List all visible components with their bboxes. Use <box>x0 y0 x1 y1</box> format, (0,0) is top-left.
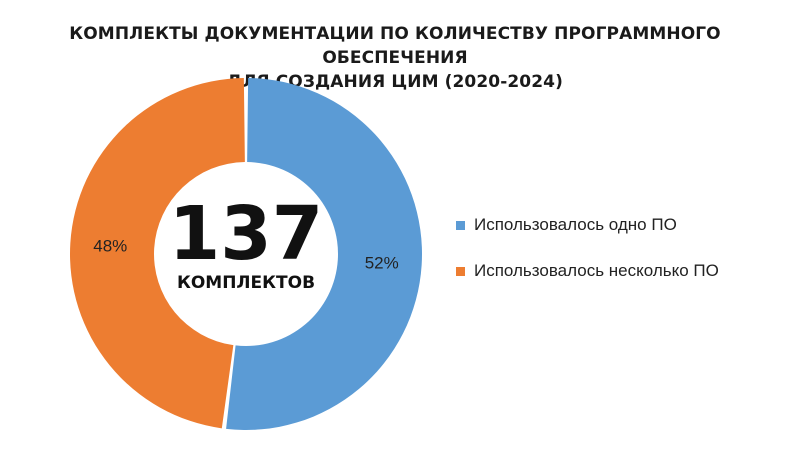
legend-swatch-multiple-software <box>456 266 465 276</box>
chart-title-line-1: КОМПЛЕКТЫ ДОКУМЕНТАЦИИ ПО КОЛИЧЕСТВУ ПРО… <box>69 24 721 68</box>
center-total-value: 137 <box>169 191 323 277</box>
legend-label-multiple-software: Использовалось несколько ПО <box>474 261 719 280</box>
donut-slice-1 <box>226 78 422 431</box>
legend-swatch-single-software <box>456 220 465 230</box>
donut-slices <box>70 78 422 431</box>
legend-item-multiple-software: Использовалось несколько ПО <box>456 260 719 282</box>
legend-item-single-software: Использовалось одно ПО <box>456 214 719 236</box>
slice-labels: 52% 48% <box>93 236 398 272</box>
slice-label-1: 52% <box>365 254 399 273</box>
center-total-label: КОМПЛЕКТОВ <box>177 273 315 293</box>
chart-title: КОМПЛЕКТЫ ДОКУМЕНТАЦИИ ПО КОЛИЧЕСТВУ ПРО… <box>0 22 790 94</box>
chart-legend: Использовалось одно ПО Использовалось не… <box>456 214 719 306</box>
chart-title-line-2: ДЛЯ СОЗДАНИЯ ЦИМ (2020-2024) <box>227 72 563 92</box>
slice-label-2: 48% <box>93 236 127 255</box>
legend-label-single-software: Использовалось одно ПО <box>474 215 677 234</box>
donut-slice-2 <box>70 78 245 429</box>
